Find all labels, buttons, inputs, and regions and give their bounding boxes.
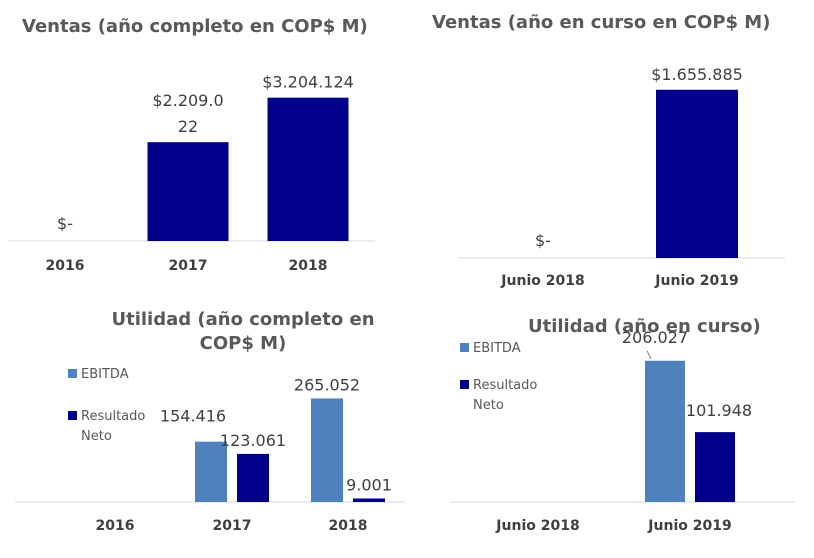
- legend-label: EBITDA: [81, 367, 129, 382]
- bar: [267, 97, 349, 241]
- bar: [147, 142, 229, 241]
- data-label: 9.001: [346, 475, 392, 494]
- bar: [645, 360, 685, 502]
- x-tick-label: 2018: [329, 518, 368, 534]
- bar: [311, 398, 343, 502]
- x-tick-label: 2016: [46, 258, 85, 274]
- chart-ventas-curso: Ventas (año en curso en COP$ M) Junio 20…: [410, 0, 814, 300]
- data-label: $-: [57, 214, 73, 233]
- legend-swatch: [68, 369, 77, 378]
- x-tick-label: 2017: [213, 518, 252, 534]
- data-label: 101.948: [686, 401, 752, 420]
- chart-plot: 2016 2017 2018 $- $2.209.0 22 $3.204.124: [8, 73, 375, 274]
- data-label: $3.204.124: [262, 73, 354, 92]
- x-tick-label: Junio 2018: [495, 518, 579, 534]
- chart-plot: Junio 2018 Junio 2019 $- $1.655.885: [458, 65, 785, 289]
- data-label: $2.209.0 22: [152, 91, 223, 136]
- bar: [195, 441, 227, 502]
- x-tick-label: Junio 2018: [500, 273, 584, 289]
- chart-plot: 2016 2017 2018 154.416 265.052 123.061 9.001 EB…: [15, 367, 405, 534]
- legend-label: Resultado Neto: [81, 409, 145, 444]
- chart-title: Utilidad (año en curso): [528, 316, 761, 337]
- bar: [695, 432, 735, 502]
- legend-label: EBITDA: [473, 341, 521, 356]
- x-tick-label: 2017: [169, 258, 208, 274]
- chart-utilidad-curso: Utilidad (año en curso) Junio 2018 Junio …: [410, 300, 814, 558]
- legend-label: Resultado Neto: [473, 378, 537, 413]
- bar: [237, 453, 269, 502]
- legend-swatch: [68, 411, 77, 420]
- data-label: $-: [535, 231, 551, 250]
- x-tick-label: Junio 2019: [647, 518, 731, 534]
- chart-plot: Junio 2018 Junio 2019 206.027 101.948 EBITDA…: [450, 328, 795, 534]
- bar: [656, 89, 738, 258]
- legend-swatch: [460, 380, 469, 389]
- data-label: 123.061: [220, 431, 286, 450]
- x-tick-label: Junio 2019: [654, 273, 738, 289]
- chart-ventas-anual: Ventas (año completo en COP$ M) 2016 2017…: [0, 0, 400, 290]
- data-label: 206.027: [622, 328, 688, 347]
- data-label: 265.052: [294, 375, 360, 394]
- data-label: $1.655.885: [651, 65, 743, 84]
- x-tick-label: 2018: [289, 258, 328, 274]
- bar: [353, 498, 385, 502]
- data-label: 154.416: [160, 407, 226, 426]
- chart-utilidad-anual: Utilidad (año completo en COP$ M) 2016 20…: [0, 300, 410, 558]
- legend-swatch: [460, 343, 469, 352]
- x-tick-label: 2016: [96, 518, 135, 534]
- chart-title: Ventas (año completo en COP$ M): [22, 16, 368, 37]
- chart-title: Utilidad (año completo en COP$ M): [111, 309, 375, 354]
- chart-title: Ventas (año en curso en COP$ M): [432, 12, 771, 33]
- label-leader-line: [646, 350, 652, 359]
